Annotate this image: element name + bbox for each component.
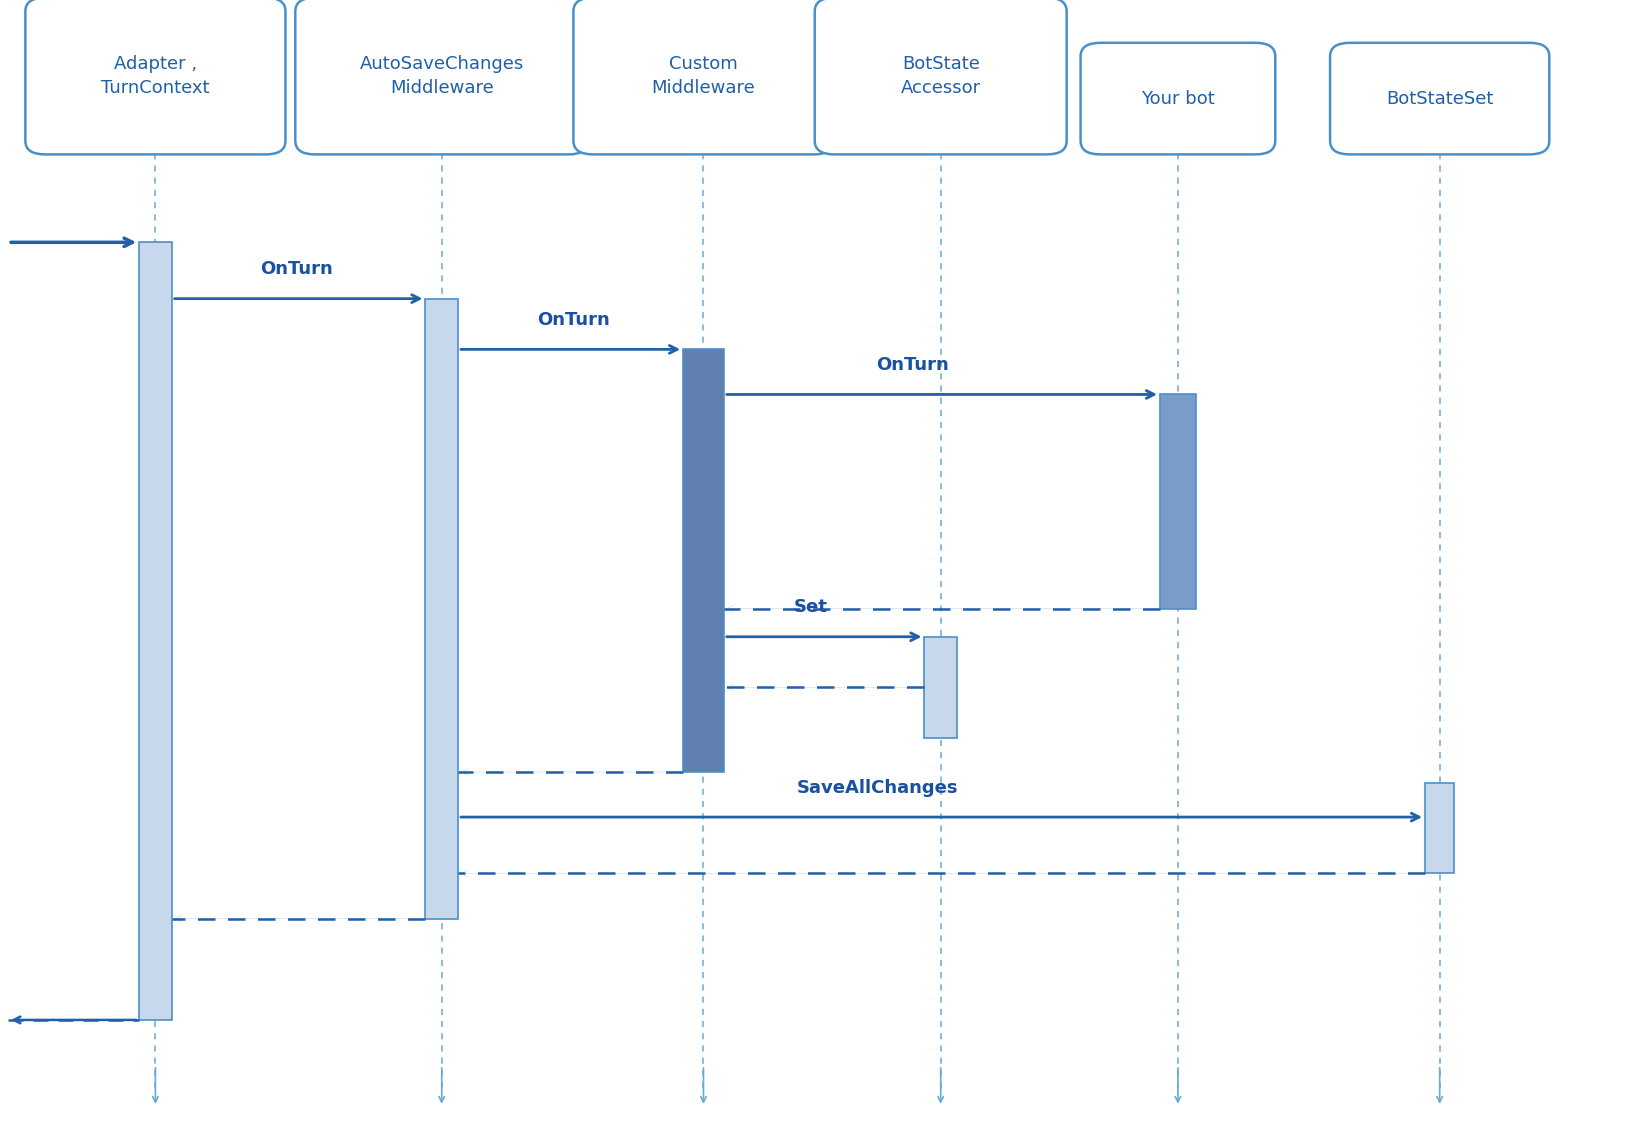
FancyBboxPatch shape: [1330, 43, 1549, 154]
Text: OnTurn: OnTurn: [877, 356, 949, 374]
Text: Your bot: Your bot: [1140, 90, 1216, 107]
Text: BotStateSet: BotStateSet: [1386, 90, 1494, 107]
Text: SaveAllChanges: SaveAllChanges: [797, 779, 959, 797]
Bar: [924, 637, 957, 738]
Text: Custom
Middleware: Custom Middleware: [651, 55, 756, 97]
Bar: [684, 349, 725, 772]
FancyBboxPatch shape: [1080, 43, 1276, 154]
FancyBboxPatch shape: [573, 0, 833, 154]
Bar: [1425, 783, 1454, 873]
Bar: [139, 242, 172, 1020]
FancyBboxPatch shape: [25, 0, 285, 154]
Bar: [1160, 394, 1196, 609]
Text: BotState
Accessor: BotState Accessor: [901, 55, 980, 97]
Bar: [425, 299, 458, 919]
Text: OnTurn: OnTurn: [260, 260, 334, 278]
Text: OnTurn: OnTurn: [537, 311, 610, 329]
Text: AutoSaveChanges
Middleware: AutoSaveChanges Middleware: [360, 55, 524, 97]
FancyBboxPatch shape: [294, 0, 589, 154]
Text: Adapter ,
TurnContext: Adapter , TurnContext: [101, 55, 209, 97]
Text: Set: Set: [793, 598, 828, 616]
FancyBboxPatch shape: [815, 0, 1067, 154]
